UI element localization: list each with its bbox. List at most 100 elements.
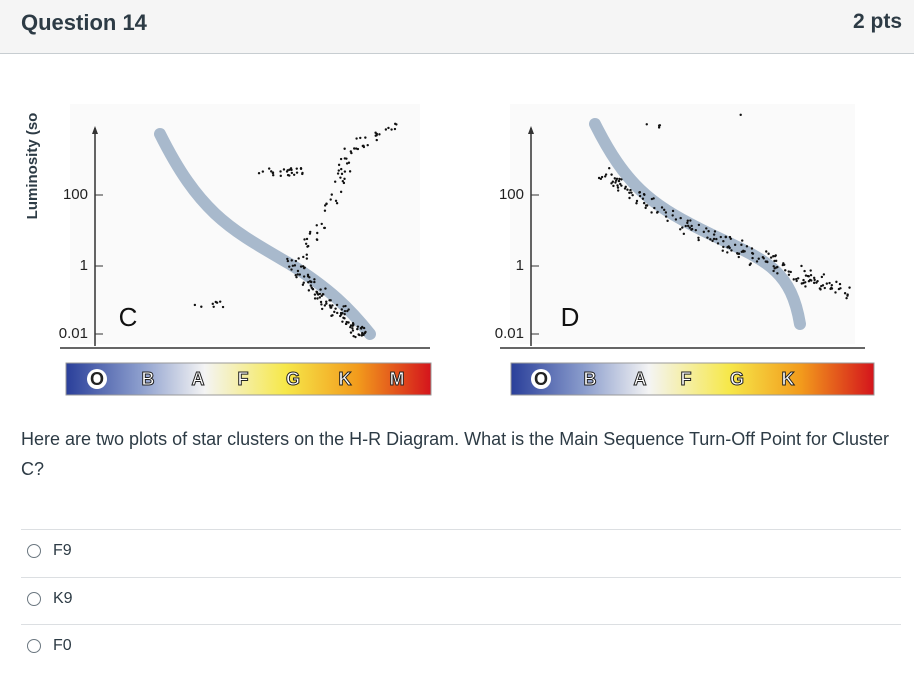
star-dot <box>613 177 616 180</box>
star-dot <box>726 246 729 249</box>
star-dot <box>352 334 355 338</box>
star-dot <box>781 263 785 267</box>
star-dot <box>294 259 298 263</box>
star-dot <box>628 191 631 194</box>
star-dot <box>320 222 323 226</box>
star-dot <box>617 179 621 183</box>
question-points: 2 pts <box>852 10 902 33</box>
star-dot <box>343 309 347 313</box>
star-dot <box>789 270 792 274</box>
star-dot <box>362 145 366 149</box>
star-dot <box>652 197 655 200</box>
spectral-class: B <box>584 369 597 389</box>
star-dot <box>769 256 773 259</box>
star-dot <box>362 326 366 330</box>
star-dot <box>324 287 327 290</box>
star-dot <box>641 197 645 200</box>
star-dot <box>697 236 700 239</box>
star-dot <box>846 293 849 296</box>
answer-option[interactable]: F9 <box>27 542 72 560</box>
star-dot <box>795 279 798 283</box>
spectral-class: F <box>238 369 249 389</box>
star-dot <box>341 320 344 323</box>
star-dot <box>728 235 732 239</box>
star-dot <box>599 177 603 181</box>
star-dot <box>307 289 311 292</box>
star-dot <box>635 202 638 205</box>
star-dot <box>730 249 733 252</box>
star-dot <box>604 175 607 178</box>
star-dot <box>767 252 770 255</box>
y-tick-label: 100 <box>63 186 88 203</box>
star-dot <box>674 218 678 221</box>
star-dot <box>335 303 339 307</box>
star-dot <box>751 256 754 260</box>
star-dot <box>288 168 291 171</box>
star-dot <box>325 300 328 303</box>
star-dot <box>608 167 611 170</box>
radio-button[interactable] <box>27 592 41 606</box>
star-dot <box>616 186 620 189</box>
star-dot <box>271 171 275 175</box>
star-dot <box>843 292 847 295</box>
star-dot <box>315 238 319 242</box>
star-dot <box>211 302 214 306</box>
star-dot <box>351 322 355 325</box>
star-dot <box>620 184 623 187</box>
y-tick-label: 0.01 <box>59 325 88 342</box>
spectral-class: B <box>142 369 155 389</box>
star-dot <box>796 277 800 280</box>
cluster-label: D <box>561 302 580 332</box>
star-dot <box>395 123 398 126</box>
star-dot <box>816 279 819 283</box>
star-dot <box>689 219 692 222</box>
star-dot <box>800 282 804 285</box>
star-dot <box>772 255 775 258</box>
star-dot <box>214 300 217 304</box>
star-dot <box>350 151 353 155</box>
star-dot <box>671 209 675 213</box>
star-dot <box>765 250 768 253</box>
star-dot <box>279 174 282 178</box>
star-dot <box>347 161 351 164</box>
radio-button[interactable] <box>27 639 41 653</box>
star-dot <box>286 259 290 263</box>
star-dot <box>600 175 604 179</box>
star-dot <box>364 136 367 139</box>
answer-option[interactable]: F0 <box>27 637 72 655</box>
star-dot <box>690 224 693 228</box>
star-dot <box>296 269 300 273</box>
star-dot <box>319 288 322 291</box>
star-dot <box>285 170 289 173</box>
star-dot <box>642 201 646 205</box>
spectral-badge <box>87 369 107 389</box>
star-dot <box>722 245 725 249</box>
star-dot <box>707 230 710 233</box>
star-dot <box>812 276 816 280</box>
star-dot <box>319 300 323 304</box>
star-dot <box>772 265 775 268</box>
star-dot <box>810 279 813 282</box>
star-dot <box>713 230 717 233</box>
star-dot <box>802 278 805 282</box>
star-dot <box>645 123 648 126</box>
star-dot <box>330 193 333 196</box>
answer-separator <box>21 624 901 625</box>
star-dot <box>354 335 357 339</box>
star-dot <box>739 113 742 117</box>
star-dot <box>686 224 690 228</box>
star-dot <box>597 176 601 180</box>
star-dot <box>301 283 305 286</box>
star-dot <box>299 167 303 170</box>
answer-option[interactable]: K9 <box>27 590 73 608</box>
star-dot <box>316 231 319 235</box>
star-dot <box>787 273 791 276</box>
star-dot <box>354 147 358 150</box>
star-dot <box>684 224 687 228</box>
star-dot <box>272 173 275 177</box>
star-dot <box>303 238 306 241</box>
answer-text: F9 <box>53 542 72 559</box>
star-dot <box>323 226 327 230</box>
radio-button[interactable] <box>27 544 41 558</box>
star-dot <box>653 206 656 210</box>
